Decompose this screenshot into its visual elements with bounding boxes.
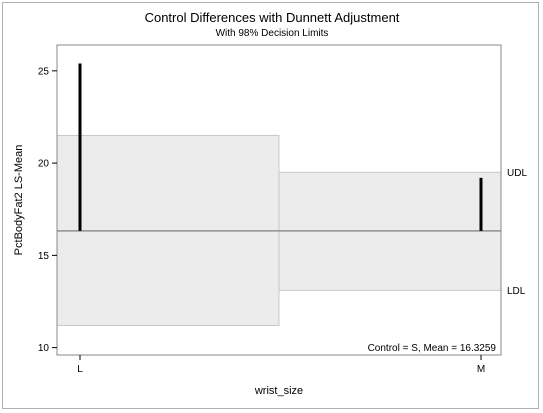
plot-area	[56, 44, 502, 356]
y-axis: 10 15 20 25	[38, 66, 57, 354]
y-tick-label: 20	[38, 159, 50, 170]
chart-subtitle: With 98% Decision Limits	[216, 28, 329, 39]
x-axis-label: wrist_size	[254, 385, 303, 397]
y-axis-label: PctBodyFat2 LS-Mean	[13, 145, 25, 256]
chart-title: Control Differences with Dunnett Adjustm…	[145, 10, 400, 25]
control-mean-annotation: Control = S, Mean = 16.3259	[368, 343, 497, 354]
y-tick-label: 10	[38, 343, 50, 354]
udl-label: UDL	[507, 168, 527, 179]
difference-bars	[78, 63, 483, 231]
y-tick-label: 15	[38, 251, 50, 262]
x-tick-label: L	[77, 364, 83, 375]
x-tick-label: M	[477, 364, 485, 375]
chart-frame	[2, 2, 539, 409]
y-tick-label: 25	[38, 66, 50, 77]
ldl-label: LDL	[507, 286, 526, 297]
